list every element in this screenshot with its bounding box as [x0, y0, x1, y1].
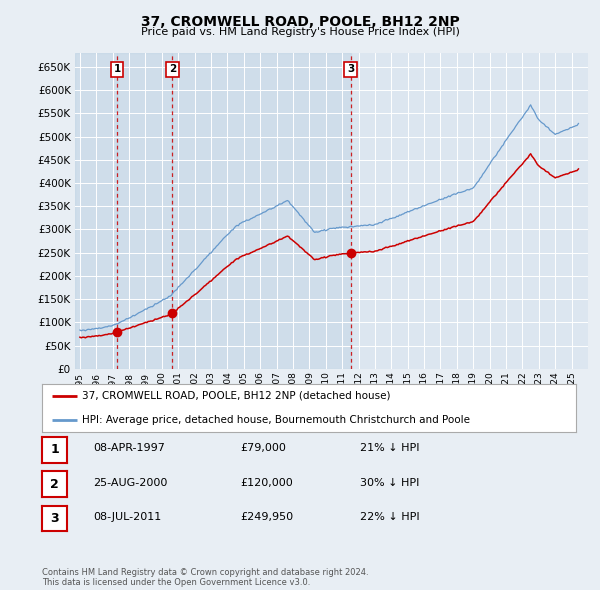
- Text: 21% ↓ HPI: 21% ↓ HPI: [360, 444, 419, 453]
- Text: 2: 2: [169, 64, 176, 74]
- Text: 08-JUL-2011: 08-JUL-2011: [93, 512, 161, 522]
- Text: 1: 1: [50, 443, 59, 457]
- Bar: [117, 53, 172, 369]
- Text: £79,000: £79,000: [240, 444, 286, 453]
- Text: 3: 3: [347, 64, 354, 74]
- Text: Price paid vs. HM Land Registry's House Price Index (HPI): Price paid vs. HM Land Registry's House …: [140, 27, 460, 37]
- Text: 1: 1: [113, 64, 121, 74]
- Text: 3: 3: [50, 512, 59, 525]
- Text: Contains HM Land Registry data © Crown copyright and database right 2024.
This d: Contains HM Land Registry data © Crown c…: [42, 568, 368, 587]
- Text: 22% ↓ HPI: 22% ↓ HPI: [360, 512, 419, 522]
- Bar: [75, 53, 117, 369]
- Text: 37, CROMWELL ROAD, POOLE, BH12 2NP (detached house): 37, CROMWELL ROAD, POOLE, BH12 2NP (deta…: [82, 391, 391, 401]
- Bar: [172, 53, 350, 369]
- Text: 30% ↓ HPI: 30% ↓ HPI: [360, 478, 419, 487]
- Text: HPI: Average price, detached house, Bournemouth Christchurch and Poole: HPI: Average price, detached house, Bour…: [82, 415, 470, 425]
- Text: £120,000: £120,000: [240, 478, 293, 487]
- Text: £249,950: £249,950: [240, 512, 293, 522]
- Text: 37, CROMWELL ROAD, POOLE, BH12 2NP: 37, CROMWELL ROAD, POOLE, BH12 2NP: [140, 15, 460, 29]
- Text: 08-APR-1997: 08-APR-1997: [93, 444, 165, 453]
- Text: 2: 2: [50, 477, 59, 491]
- Text: 25-AUG-2000: 25-AUG-2000: [93, 478, 167, 487]
